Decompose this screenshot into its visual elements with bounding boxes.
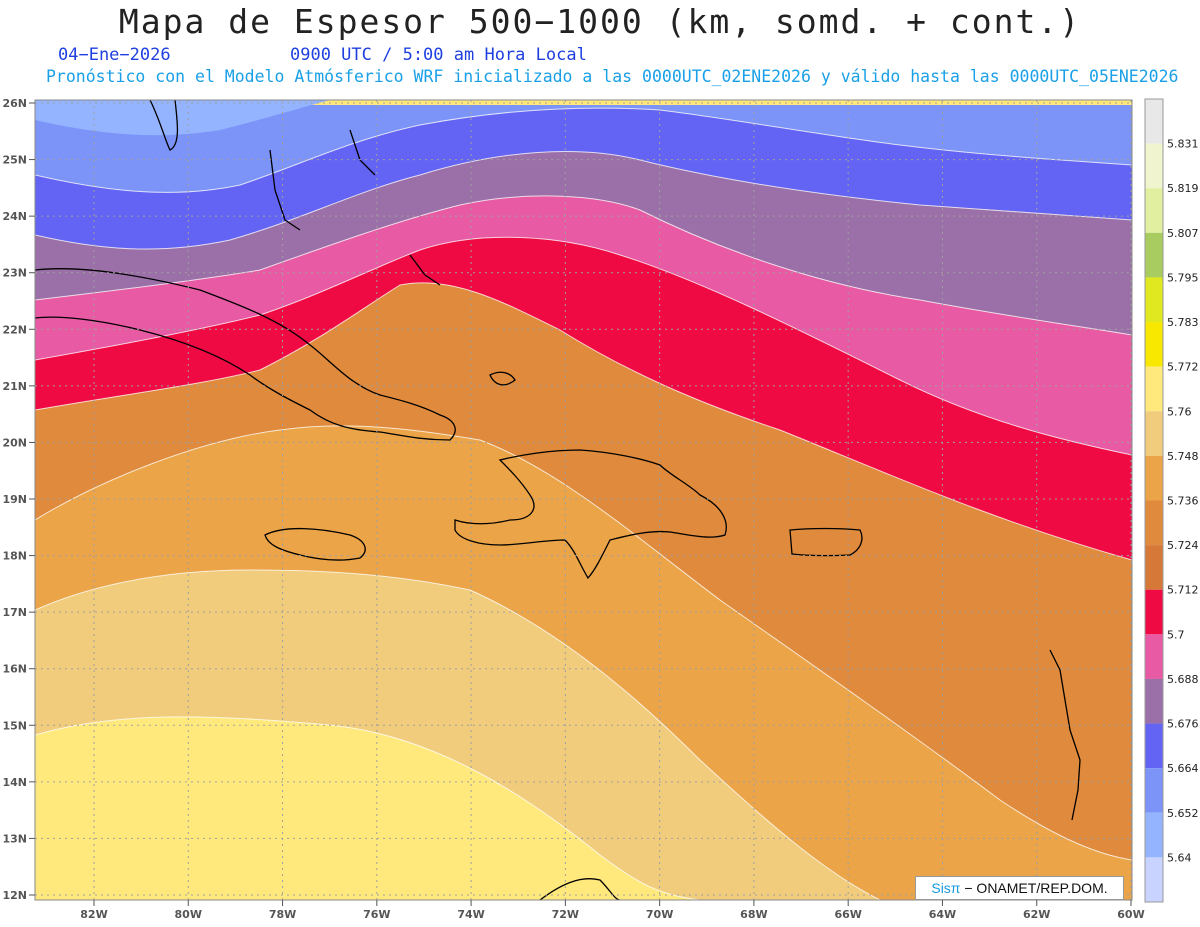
lon-label: 64W — [929, 908, 956, 921]
lat-label: 19N — [2, 493, 27, 506]
coastlines — [35, 100, 1081, 900]
lat-label: 20N — [2, 436, 27, 449]
lon-label: 62W — [1023, 908, 1050, 921]
latitude-axis: 26N 25N 24N 23N 22N 21N 20N 19N 18N 17N 16N 15N 14N 1… — [2, 97, 35, 902]
lat-label: 13N — [2, 832, 27, 845]
legend-frame — [1144, 98, 1164, 903]
lat-label: 21N — [2, 380, 27, 393]
legend-label: 5.76 — [1167, 405, 1192, 418]
lat-label: 26N — [2, 97, 27, 110]
lat-label: 22N — [2, 323, 27, 336]
legend-label: 5.807 — [1167, 227, 1199, 240]
band-5664 — [35, 108, 1132, 250]
lat-label: 23N — [2, 267, 27, 280]
lon-label: 80W — [175, 908, 202, 921]
lat-label: 12N — [2, 889, 27, 902]
map-frame — [34, 99, 1133, 901]
florida — [149, 100, 179, 151]
legend-label: 5.712 — [1167, 584, 1199, 597]
band-5712 — [35, 282, 1132, 860]
legend-swatch — [1145, 857, 1163, 902]
legend-label: 5.64 — [1167, 851, 1192, 864]
lat-label: 24N — [2, 210, 27, 223]
bahamas-1 — [269, 149, 301, 231]
credit-text: − ONAMET/REP.DOM. — [960, 880, 1108, 896]
map-title: Mapa de Espesor 500−1000 (km, somd. + co… — [118, 2, 1082, 41]
model-run-info: Pronóstico con el Modelo Atmósferico WRF… — [46, 67, 1179, 86]
legend-label: 5.736 — [1167, 495, 1199, 508]
legend-swatch — [1145, 143, 1163, 189]
legend-swatch — [1145, 812, 1163, 858]
thickness-bands — [35, 100, 1132, 900]
legend-label: 5.664 — [1167, 762, 1199, 775]
legend-label: 5.724 — [1167, 539, 1199, 552]
lon-label: 72W — [552, 908, 579, 921]
lon-label: 82W — [80, 908, 107, 921]
legend-label: 5.748 — [1167, 450, 1199, 463]
legend-swatch — [1145, 366, 1163, 412]
legend-swatch — [1145, 589, 1163, 635]
lat-label: 14N — [2, 776, 27, 789]
credit-box: Sisπ − ONAMET/REP.DOM. — [915, 876, 1124, 900]
legend-swatch — [1145, 455, 1163, 501]
lat-label: 25N — [2, 154, 27, 167]
lat-label: 18N — [2, 550, 27, 563]
bahamas-3 — [409, 254, 441, 286]
turks — [489, 371, 516, 386]
legend-swatch — [1145, 634, 1163, 679]
lon-label: 66W — [834, 908, 861, 921]
legend-swatch — [1145, 723, 1163, 769]
lon-label: 76W — [363, 908, 390, 921]
lat-label: 17N — [2, 606, 27, 619]
forecast-time: 0900 UTC / 5:00 am Hora Local — [290, 45, 587, 65]
legend-swatch — [1145, 99, 1163, 144]
legend-swatch — [1145, 411, 1163, 456]
band-5700 — [35, 237, 1132, 560]
lon-label: 74W — [457, 908, 484, 921]
legend-label: 5.772 — [1167, 361, 1199, 374]
legend-label: 5.688 — [1167, 673, 1199, 686]
band-5748 — [35, 716, 700, 900]
jamaica — [264, 527, 366, 561]
cuba — [35, 268, 456, 441]
legend-label: 5.831 — [1167, 138, 1199, 151]
band-5676 — [35, 151, 1132, 335]
legend-label: 5.819 — [1167, 182, 1199, 195]
colorbar-legend: 5.831 5.819 5.807 5.795 5.783 5.772 5.76 5.748 5… — [1144, 98, 1199, 903]
lat-label: 15N — [2, 719, 27, 732]
legend-swatch — [1145, 232, 1163, 278]
lesser-antilles — [1049, 649, 1081, 821]
lon-label: 70W — [646, 908, 673, 921]
forecast-date: 04−Ene−2026 — [58, 45, 171, 65]
legend-swatch — [1145, 277, 1163, 323]
band-5640 — [35, 100, 330, 136]
legend-swatch — [1145, 322, 1163, 367]
legend-label: 5.652 — [1167, 807, 1199, 820]
longitude-axis: 82W 80W 78W 76W 74W 72W 70W 68W 66W 64W 62W 60W — [80, 900, 1145, 921]
lon-label: 78W — [269, 908, 296, 921]
legend-label: 5.783 — [1167, 316, 1199, 329]
legend-label: 5.795 — [1167, 271, 1199, 284]
sispi-logo-text: Sisπ — [931, 880, 961, 896]
band-5652 — [35, 105, 1132, 193]
lat-label: 16N — [2, 663, 27, 676]
legend-label: 5.7 — [1167, 628, 1185, 641]
lon-label: 68W — [740, 908, 767, 921]
venezuela-coast — [539, 878, 621, 900]
band-5736 — [35, 570, 880, 900]
legend-swatch — [1145, 500, 1163, 546]
band-5688 — [35, 195, 1132, 455]
lon-label: 60W — [1117, 908, 1144, 921]
legend-swatch — [1145, 545, 1163, 590]
legend-label: 5.676 — [1167, 718, 1199, 731]
legend-swatch — [1145, 768, 1163, 813]
hispaniola — [454, 449, 727, 580]
graticule — [35, 100, 1132, 900]
legend-swatch — [1145, 678, 1163, 724]
legend-swatch — [1145, 188, 1163, 233]
